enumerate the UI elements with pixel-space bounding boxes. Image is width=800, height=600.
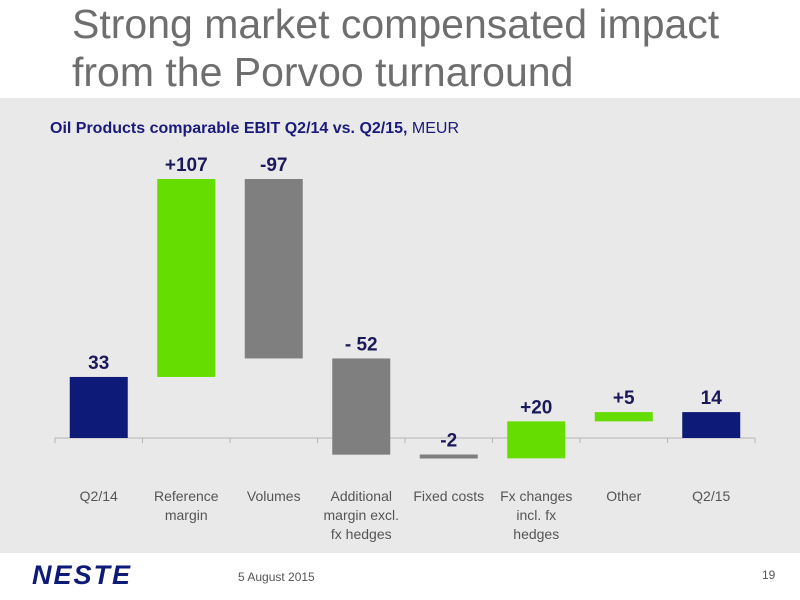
waterfall-bar xyxy=(594,412,653,422)
neste-logo: NESTE xyxy=(32,562,132,588)
data-label: +20 xyxy=(520,397,552,418)
data-label: 33 xyxy=(88,353,109,374)
category-label: Volumes xyxy=(247,488,301,504)
data-label: -97 xyxy=(260,155,287,176)
category-label: Q2/15 xyxy=(692,488,730,504)
waterfall-bar xyxy=(157,179,216,377)
category-label: Fixed costs xyxy=(413,488,484,504)
waterfall-bar xyxy=(244,179,303,359)
waterfall-bar xyxy=(69,376,128,438)
category-label: Other xyxy=(606,488,641,504)
neste-logo-text: NESTE xyxy=(32,562,132,588)
category-label: Additional margin excl. fx hedges xyxy=(324,488,399,542)
chart-title: Oil Products comparable EBIT Q2/14 vs. Q… xyxy=(50,120,459,138)
chart-panel xyxy=(0,98,800,553)
slide-title: Strong market compensated impact from th… xyxy=(72,0,792,96)
data-label: +5 xyxy=(613,388,635,409)
waterfall-bar xyxy=(507,421,566,459)
category-label: Q2/14 xyxy=(80,488,118,504)
page-number: 19 xyxy=(762,568,776,582)
data-label: 14 xyxy=(701,388,723,409)
data-label: - 52 xyxy=(345,334,378,355)
data-label: -2 xyxy=(440,431,457,452)
title-line-2: from the Porvoo turnaround xyxy=(72,49,574,95)
data-label: +107 xyxy=(165,155,208,176)
title-line-1: Strong market compensated impact xyxy=(72,1,720,47)
category-label: Fx changes incl. fx hedges xyxy=(500,488,572,542)
category-label: Reference margin xyxy=(154,488,219,523)
footer-date: 5 August 2015 xyxy=(238,570,315,584)
chart-title-main: Oil Products comparable EBIT Q2/14 vs. Q… xyxy=(50,120,408,137)
waterfall-bar xyxy=(419,454,478,459)
waterfall-bar xyxy=(332,358,391,455)
waterfall-bar xyxy=(682,412,741,438)
chart-title-unit: MEUR xyxy=(407,120,460,137)
